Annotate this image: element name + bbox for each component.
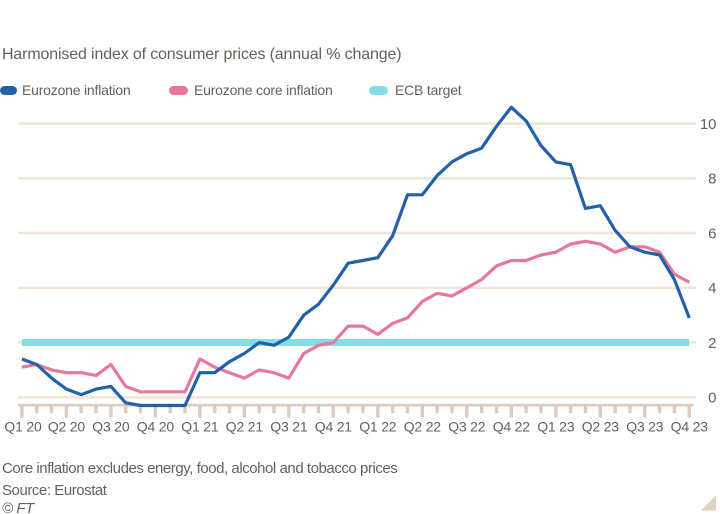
x-axis-label-q2-23: Q2 23 xyxy=(582,418,620,434)
x-axis-label-q1-21: Q1 21 xyxy=(181,418,219,434)
chart-footnote: Core inflation excludes energy, food, al… xyxy=(2,460,398,477)
x-axis-label-q2-20: Q2 20 xyxy=(48,418,86,434)
y-axis-label-0: 0 xyxy=(708,390,716,407)
legend-swatch-eurozone-inflation xyxy=(0,85,17,95)
x-axis-label-q4-20: Q4 20 xyxy=(137,418,175,434)
legend-label-eurozone-core-inflation: Eurozone core inflation xyxy=(194,82,333,98)
legend-label-ecb-target: ECB target xyxy=(395,82,462,98)
chart-source: Source: Eurostat xyxy=(2,482,107,499)
x-axis-label-q2-21: Q2 21 xyxy=(226,418,264,434)
legend-swatch-eurozone-core-inflation xyxy=(169,85,188,95)
x-axis-label-q1-23: Q1 23 xyxy=(537,418,575,434)
y-axis-label-2: 2 xyxy=(708,335,716,352)
y-axis-label-4: 4 xyxy=(708,280,716,297)
x-axis-label-q4-21: Q4 21 xyxy=(315,418,353,434)
legend: Eurozone inflation Eurozone core inflati… xyxy=(0,82,720,98)
y-axis-label-8: 8 xyxy=(708,171,716,188)
x-axis-label-q4-23: Q4 23 xyxy=(671,418,709,434)
legend-item-ecb-target: ECB target xyxy=(369,82,462,98)
x-axis-label-q3-23: Q3 23 xyxy=(626,418,664,434)
legend-label-eurozone-inflation: Eurozone inflation xyxy=(22,82,131,98)
legend-item-eurozone-inflation: Eurozone inflation xyxy=(0,82,131,98)
y-axis-label-6: 6 xyxy=(708,225,716,242)
x-axis-label-q3-22: Q3 22 xyxy=(448,418,486,434)
x-axis-label-q3-20: Q3 20 xyxy=(92,418,130,434)
series-line-eurozone-inflation xyxy=(21,105,691,408)
x-axis-label-q2-22: Q2 22 xyxy=(404,418,442,434)
x-axis-label-q4-22: Q4 22 xyxy=(493,418,531,434)
legend-swatch-ecb-target xyxy=(369,85,388,95)
x-axis-label-q3-21: Q3 21 xyxy=(270,418,308,434)
chart-subtitle: Harmonised index of consumer prices (ann… xyxy=(2,46,402,63)
x-axis-label-q1-22: Q1 22 xyxy=(359,418,397,434)
chart-copyright: © FT xyxy=(2,500,34,514)
legend-item-eurozone-core-inflation: Eurozone core inflation xyxy=(169,82,333,98)
y-axis-label-10: 10 xyxy=(700,116,717,133)
series-line-eurozone-core-inflation xyxy=(21,239,691,394)
x-axis-label-q1-20: Q1 20 xyxy=(4,418,42,434)
